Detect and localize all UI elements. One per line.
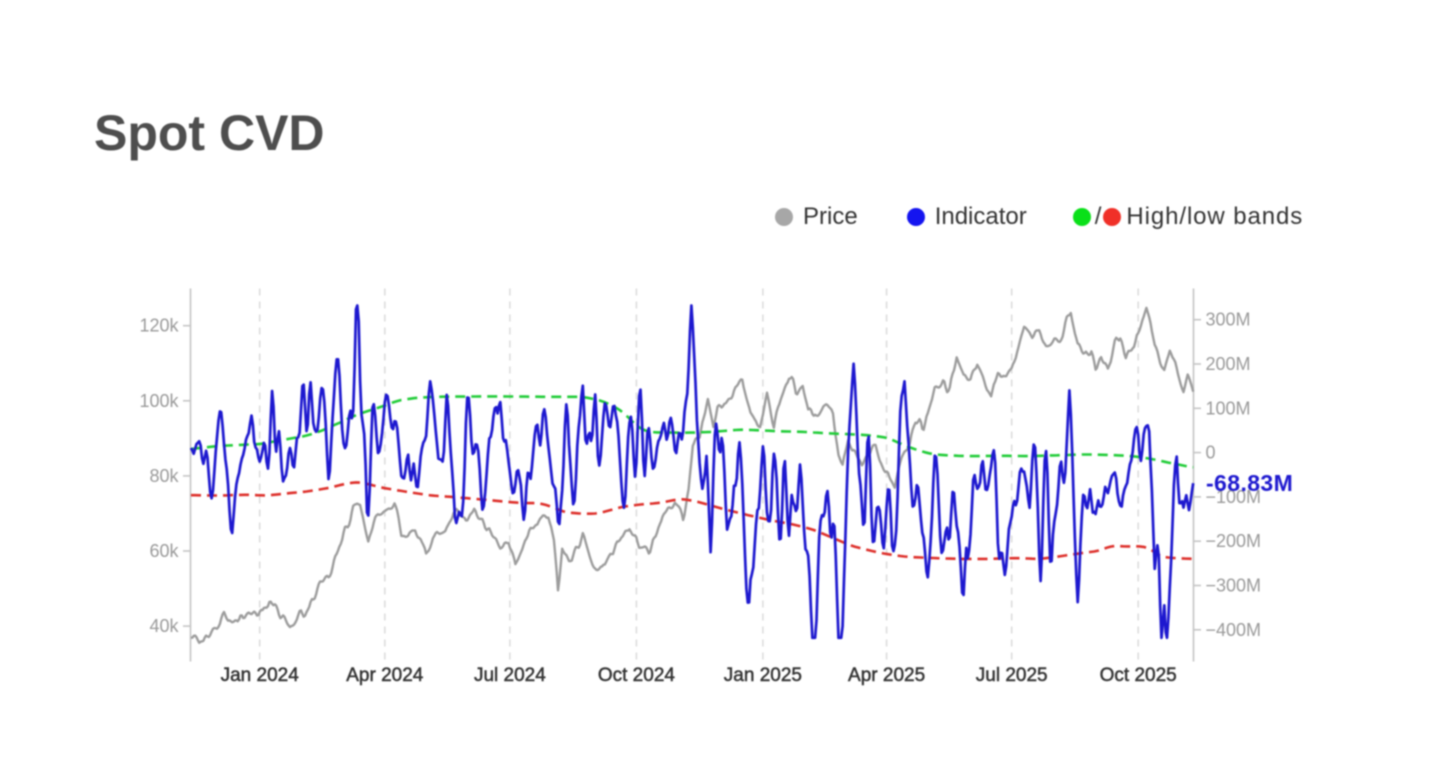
svg-text:40k: 40k (149, 616, 179, 636)
svg-text:60k: 60k (149, 541, 179, 561)
svg-text:−300M: −300M (1206, 576, 1262, 596)
svg-text:200M: 200M (1206, 354, 1251, 374)
svg-text:−100M: −100M (1206, 487, 1262, 507)
svg-text:Jan 2025: Jan 2025 (724, 665, 802, 686)
svg-text:120k: 120k (139, 316, 179, 336)
svg-text:0: 0 (1206, 443, 1216, 463)
svg-text:100k: 100k (139, 391, 179, 411)
svg-text:300M: 300M (1206, 310, 1251, 330)
svg-text:Jul 2024: Jul 2024 (474, 665, 546, 686)
svg-text:Jan 2024: Jan 2024 (221, 665, 300, 686)
svg-text:100M: 100M (1206, 398, 1251, 418)
svg-text:Apr 2025: Apr 2025 (848, 665, 925, 686)
svg-text:−200M: −200M (1206, 531, 1262, 551)
svg-text:Jul 2025: Jul 2025 (976, 665, 1048, 686)
svg-text:80k: 80k (149, 466, 179, 486)
svg-text:Oct 2024: Oct 2024 (598, 665, 676, 686)
svg-text:Apr 2024: Apr 2024 (346, 665, 424, 686)
svg-text:-68.83M: -68.83M (1206, 470, 1293, 496)
svg-text:Oct 2025: Oct 2025 (1100, 665, 1177, 686)
svg-text:−400M: −400M (1206, 620, 1262, 640)
